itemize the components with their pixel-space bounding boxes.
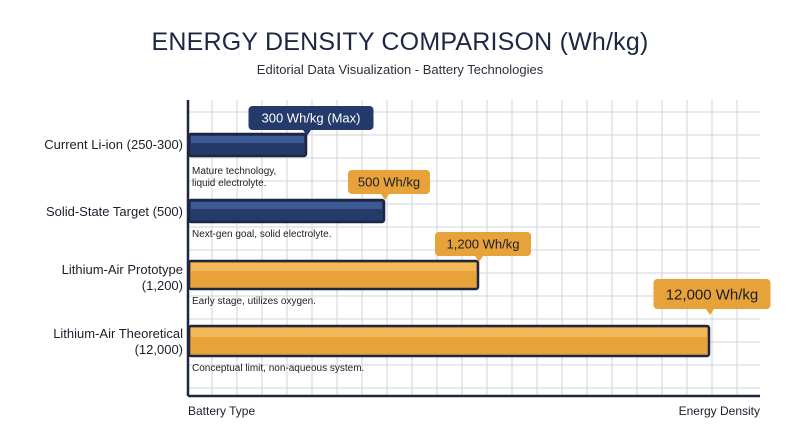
data-label-box	[348, 170, 430, 194]
bar-highlight	[191, 328, 707, 337]
data-label: 12,000 Wh/kg	[666, 286, 759, 303]
data-label-box	[653, 279, 771, 309]
data-label: 300 Wh/kg (Max)	[262, 111, 361, 126]
data-label-box	[435, 232, 531, 256]
data-label-box	[248, 106, 374, 130]
category-label: Lithium-Air Theoretical (12,000)	[53, 326, 183, 357]
category-label: Lithium-Air Prototype (1,200)	[61, 262, 183, 293]
data-label: 1,200 Wh/kg	[447, 237, 520, 252]
data-label-pointer	[303, 130, 311, 136]
data-label-pointer	[475, 256, 483, 262]
bar-annotation: Next-gen goal, solid electrolyte.	[192, 229, 332, 240]
bar-annotation: Conceptual limit, non-aqueous system.	[192, 363, 365, 374]
data-label-pointer	[706, 309, 714, 315]
bar-highlight	[191, 136, 304, 143]
category-label: Solid-State Target (500)	[45, 204, 183, 219]
bar-annotation: Early stage, utilizes oxygen.	[192, 296, 316, 307]
chart-subtitle: Editorial Data Visualization - Battery T…	[256, 62, 544, 77]
bar-annotation: Mature technology, liquid electrolyte.	[192, 166, 277, 189]
y-axis-title: Battery Type	[188, 404, 256, 418]
data-label-pointer	[381, 194, 389, 200]
bar-highlight	[191, 202, 382, 209]
category-label: Current Li-ion (250-300)	[44, 137, 183, 152]
chart-title: ENERGY DENSITY COMPARISON (Wh/kg)	[151, 28, 649, 56]
x-axis-title: Energy Density	[678, 404, 760, 418]
data-label: 500 Wh/kg	[358, 175, 420, 190]
bar-highlight	[191, 263, 476, 271]
